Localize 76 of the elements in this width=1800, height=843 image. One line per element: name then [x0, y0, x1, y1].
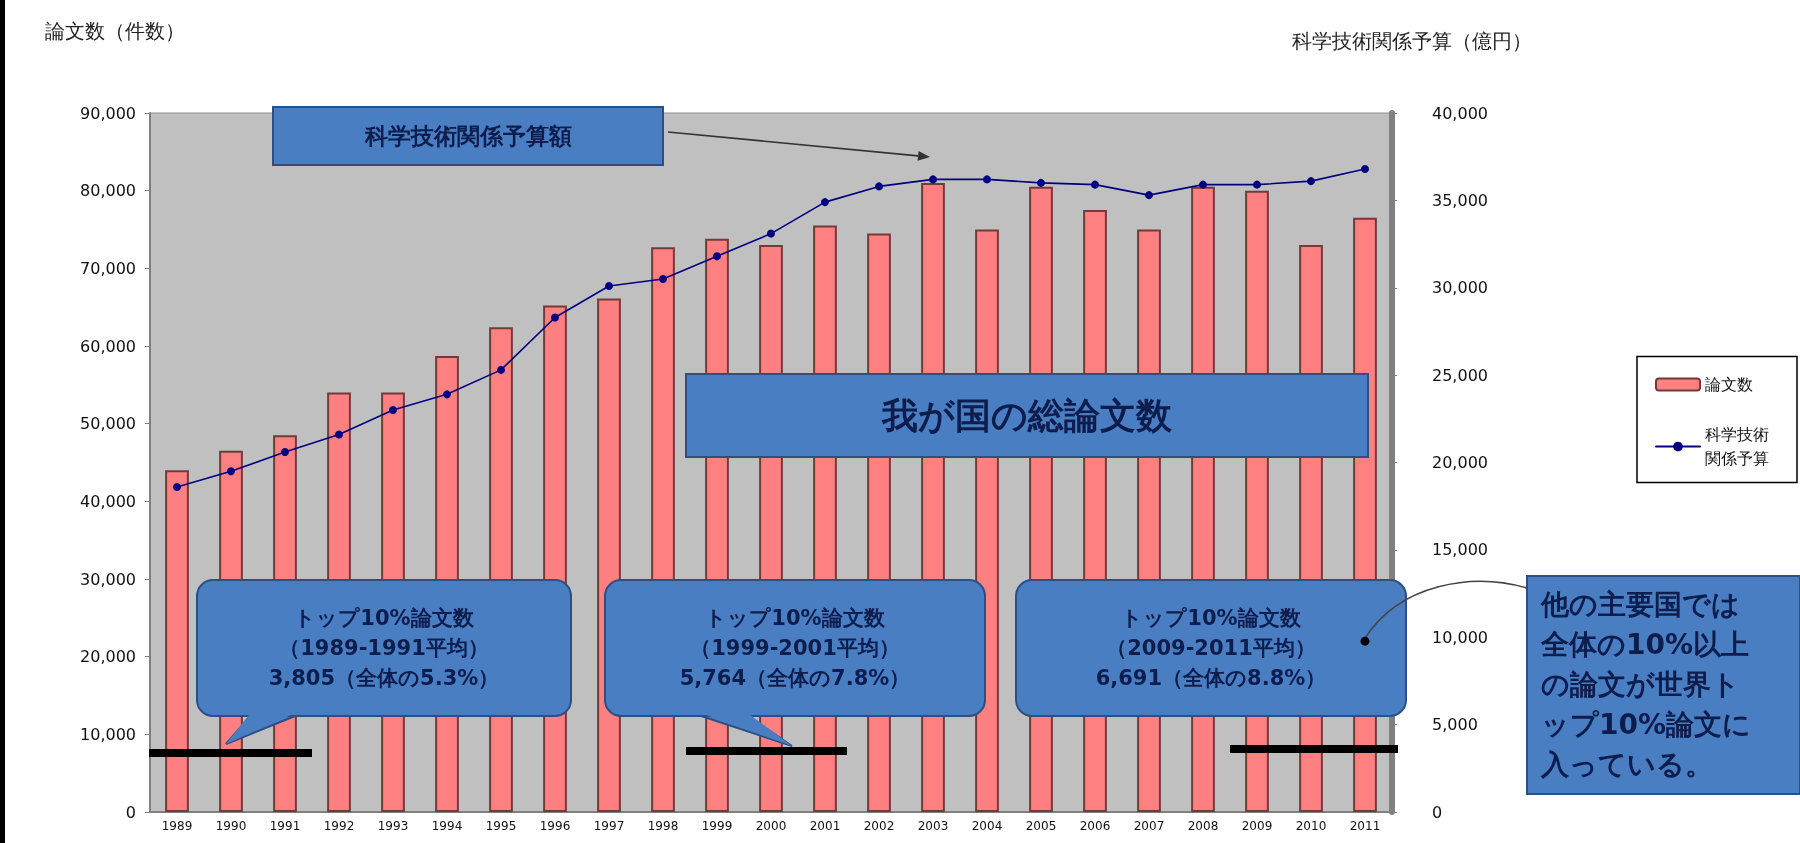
point: [335, 430, 343, 439]
x-tick-label: 1990: [215, 819, 247, 833]
y2-tick-label: 30,000: [1432, 278, 1488, 298]
point: [1199, 180, 1207, 189]
x-tick-label: 2007: [1133, 819, 1165, 833]
x-tick-label: 1991: [269, 819, 301, 833]
point: [821, 198, 829, 207]
legend-label: 論文数: [1705, 375, 1753, 394]
y-tick-label: 90,000: [80, 103, 136, 123]
annotation: 他の主要国では全体の10%以上の論文が世界トップ10%論文に入っている。: [1541, 587, 1753, 783]
x-tick-label: 2008: [1187, 819, 1219, 833]
y2-axis-title: 科学技術関係予算（億円）: [1292, 29, 1532, 53]
y-tick-label: 60,000: [80, 336, 136, 356]
point: [227, 467, 235, 476]
x-tick-label: 2004: [971, 819, 1003, 833]
x-tick-label: 2001: [809, 819, 841, 833]
x-tick-label: 2003: [917, 819, 949, 833]
x-tick-label: 1998: [647, 819, 679, 833]
y2-tick-label: 15,000: [1432, 540, 1488, 560]
point: [713, 252, 721, 261]
y-tick-label: 10,000: [80, 724, 136, 744]
point: [605, 282, 613, 290]
annotation: トップ10%論文数（1999-2001平均）5,764（全体の7.8%）: [678, 605, 912, 692]
x-tick-label: 1989: [161, 819, 193, 833]
point: [281, 448, 289, 457]
x-tick-label: 2010: [1295, 819, 1327, 833]
x-tick-label: 2006: [1079, 819, 1111, 833]
legend-label: 科学技術関係予算: [1705, 425, 1769, 468]
y2-tick-label: 20,000: [1432, 453, 1488, 472]
y-tick-label: 20,000: [80, 647, 136, 667]
y-tick-label: 50,000: [80, 414, 136, 434]
annotation: トップ10%論文数（1989-1991平均）3,805（全体の5.3%）: [267, 605, 501, 692]
x-tick-label: 2000: [755, 819, 787, 833]
x-tick-label: 2011: [1349, 819, 1381, 833]
point: [983, 175, 991, 184]
x-tick-label: 2009: [1241, 819, 1273, 833]
y-tick-label: 80,000: [80, 181, 136, 201]
y-axis-title: 論文数（件数）: [45, 19, 185, 43]
annotation: トップ10%論文数（2009-2011平均）6,691（全体の8.8%）: [1094, 605, 1328, 692]
x-tick-label: 2002: [863, 819, 895, 833]
point: [1361, 164, 1369, 173]
x-tick-label: 1994: [431, 819, 463, 833]
y2-tick-label: 10,000: [1432, 627, 1488, 647]
y-tick-label: 40,000: [80, 491, 136, 511]
annotation: 科学技術関係予算額: [363, 121, 573, 151]
y2-tick-label: 0: [1432, 802, 1443, 822]
point: [389, 406, 397, 415]
y-tick-label: 0: [125, 802, 136, 822]
y2-tick-label: 35,000: [1432, 190, 1488, 210]
annotation: 我が国の総論文数: [880, 394, 1173, 438]
x-tick-label: 2005: [1025, 819, 1057, 833]
point: [443, 390, 451, 399]
x-tick-label: 1997: [593, 819, 625, 833]
point: [173, 482, 181, 491]
y-tick-label: 30,000: [80, 569, 136, 589]
x-tick-label: 1993: [377, 819, 409, 833]
point: [1253, 180, 1261, 189]
x-tick-label: 1995: [485, 819, 517, 833]
y2-tick-label: 5,000: [1432, 715, 1478, 735]
bar: [165, 470, 189, 812]
y2-tick-label: 25,000: [1432, 365, 1488, 385]
point: [929, 175, 937, 184]
point: [551, 313, 559, 322]
y-tick-label: 70,000: [80, 258, 136, 278]
point: [1091, 180, 1099, 189]
y2-tick-label: 40,000: [1432, 103, 1488, 123]
x-tick-label: 1992: [323, 819, 355, 833]
x-tick-label: 1999: [701, 819, 733, 833]
point: [875, 182, 883, 191]
x-tick-label: 1996: [539, 819, 571, 833]
point: [659, 275, 667, 284]
point: [1145, 191, 1153, 200]
point: [767, 229, 775, 238]
point: [497, 365, 505, 374]
point: [1037, 178, 1045, 187]
point: [1307, 177, 1315, 186]
